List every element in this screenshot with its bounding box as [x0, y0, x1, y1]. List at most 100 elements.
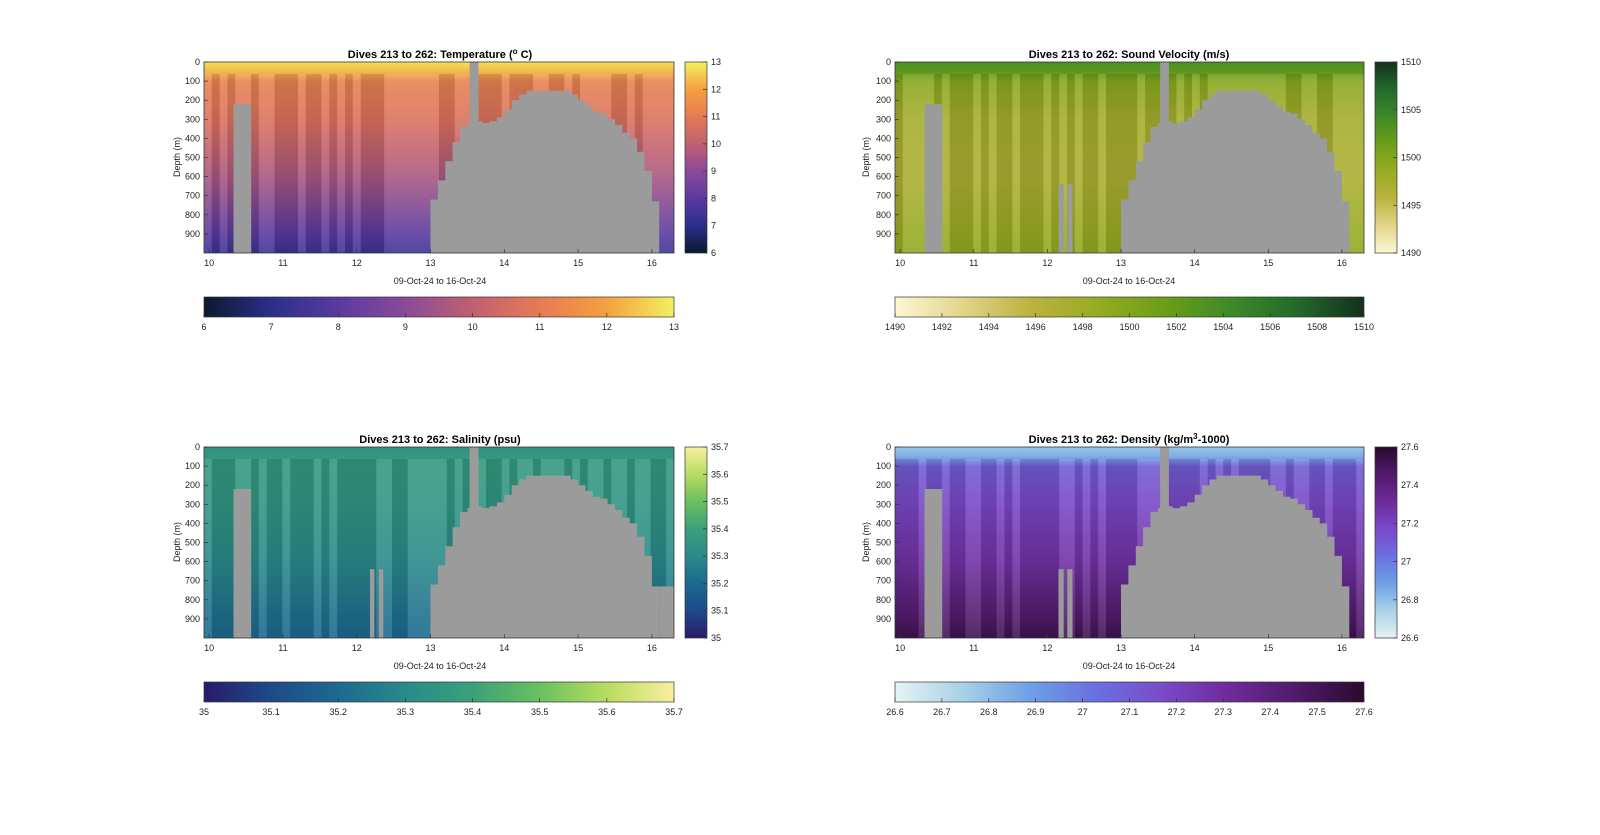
- density-colorbar-tick-label: 27: [1401, 557, 1411, 567]
- salinity-colorbar-tick-label: 35.6: [711, 469, 729, 479]
- density-colorbar-vertical: [1374, 446, 1398, 639]
- sound-velocity-nodata-column: [924, 104, 943, 253]
- sound-velocity-hbar-tick-label: 1506: [1260, 322, 1280, 332]
- temperature-colorbar-vertical: [684, 61, 708, 254]
- salinity-x-tick-label: 11: [278, 643, 287, 653]
- density-panel: Dives 213 to 262: Density (kg/m3-1000) D…: [861, 432, 1419, 717]
- salinity-panel: Dives 213 to 262: Salinity (psu) Depth (…: [172, 434, 729, 717]
- temperature-hbar-tick-label: 8: [336, 322, 341, 332]
- sound-velocity-panel: Dives 213 to 262: Sound Velocity (m/s) D…: [861, 49, 1421, 332]
- sound-velocity-x-tick-label: 12: [1042, 258, 1052, 268]
- salinity-colorbar-tick-label: 35.4: [711, 524, 729, 534]
- salinity-y-tick-label: 300: [185, 499, 200, 509]
- temperature-y-tick-label: 300: [185, 114, 200, 124]
- salinity-x-tick-label: 13: [426, 643, 436, 653]
- temperature-hbar-tick-label: 11: [535, 322, 544, 332]
- temperature-y-tick-label: 400: [185, 133, 200, 143]
- density-colorbar-tick-label: 26.8: [1401, 595, 1419, 605]
- sound-velocity-hbar-tick-label: 1492: [932, 322, 952, 332]
- sound-velocity-y-tick-label: 0: [886, 57, 891, 67]
- salinity-y-tick-label: 500: [185, 538, 200, 548]
- salinity-colorbar-horizontal: [203, 681, 675, 703]
- sound-velocity-hbar-tick-label: 1508: [1307, 322, 1327, 332]
- salinity-colorbar-vertical: [684, 446, 708, 639]
- temperature-panel: Dives 213 to 262: Temperature (o C) Dept…: [172, 47, 721, 332]
- salinity-y-tick-label: 100: [185, 461, 200, 471]
- salinity-colorbar-tick-label: 35.7: [711, 442, 729, 452]
- density-hbar-tick-label: 26.6: [886, 707, 904, 717]
- sound-velocity-y-tick-label: 900: [876, 229, 891, 239]
- temperature-hbar-tick-label: 12: [602, 322, 612, 332]
- temperature-hbar-tick-label: 7: [269, 322, 274, 332]
- salinity-nodata-column: [378, 569, 384, 638]
- temperature-colorbar-tick-label: 7: [711, 221, 716, 231]
- sound-velocity-x-tick-label: 11: [969, 258, 978, 268]
- density-nodata-column: [924, 489, 943, 638]
- sound-velocity-hbar-tick-label: 1510: [1354, 322, 1374, 332]
- sound-velocity-hbar-tick-label: 1500: [1119, 322, 1139, 332]
- salinity-nodata-column: [659, 586, 674, 638]
- sound-velocity-hbar-tick-label: 1490: [885, 322, 905, 332]
- temperature-hbar-tick-label: 9: [403, 322, 408, 332]
- density-hbar-tick-label: 26.7: [933, 707, 951, 717]
- salinity-colorbar-tick-label: 35: [711, 633, 721, 643]
- density-y-tick-label: 700: [876, 576, 891, 586]
- temperature-x-tick-label: 14: [499, 258, 509, 268]
- density-x-tick-label: 14: [1190, 643, 1200, 653]
- sound-velocity-xlabel: 09-Oct-24 to 16-Oct-24: [1083, 276, 1176, 286]
- density-y-tick-label: 800: [876, 595, 891, 605]
- density-x-tick-label: 16: [1337, 643, 1347, 653]
- temperature-y-tick-label: 700: [185, 191, 200, 201]
- sound-velocity-colorbar-tick-label: 1490: [1401, 248, 1421, 258]
- density-y-tick-label: 0: [886, 442, 891, 452]
- temperature-x-tick-label: 11: [278, 258, 287, 268]
- temperature-colorbar-horizontal: [203, 296, 675, 318]
- temperature-colorbar-tick-label: 8: [711, 193, 716, 203]
- salinity-y-tick-label: 700: [185, 576, 200, 586]
- density-x-tick-label: 15: [1263, 643, 1273, 653]
- temperature-y-tick-label: 600: [185, 172, 200, 182]
- salinity-x-tick-label: 12: [352, 643, 362, 653]
- sound-velocity-y-tick-label: 700: [876, 191, 891, 201]
- density-y-tick-label: 500: [876, 538, 891, 548]
- salinity-y-tick-label: 600: [185, 557, 200, 567]
- density-y-tick-label: 200: [876, 480, 891, 490]
- density-title: Dives 213 to 262: Density (kg/m3-1000): [1029, 432, 1230, 446]
- salinity-y-tick-label: 900: [185, 614, 200, 624]
- temperature-colorbar-tick-label: 13: [711, 57, 721, 67]
- density-hbar-tick-label: 26.8: [980, 707, 998, 717]
- salinity-xlabel: 09-Oct-24 to 16-Oct-24: [394, 661, 487, 671]
- sound-velocity-hbar-tick-label: 1496: [1026, 322, 1046, 332]
- sound-velocity-colorbar-tick-label: 1495: [1401, 200, 1421, 210]
- salinity-y-tick-label: 400: [185, 518, 200, 528]
- temperature-seafloor-mask: [430, 90, 674, 253]
- density-y-tick-label: 300: [876, 499, 891, 509]
- salinity-hbar-tick-label: 35.5: [531, 707, 549, 717]
- salinity-y-tick-label: 0: [195, 442, 200, 452]
- temperature-colorbar-tick-label: 10: [711, 139, 721, 149]
- sound-velocity-colorbar-tick-label: 1510: [1401, 57, 1421, 67]
- temperature-nodata-column: [233, 104, 252, 253]
- temperature-hbar-tick-label: 6: [201, 322, 206, 332]
- density-y-tick-label: 100: [876, 461, 891, 471]
- temperature-y-tick-label: 900: [185, 229, 200, 239]
- density-hbar-tick-label: 27: [1078, 707, 1088, 717]
- temperature-x-tick-label: 16: [647, 258, 657, 268]
- sound-velocity-hbar-tick-label: 1502: [1166, 322, 1186, 332]
- density-y-tick-label: 400: [876, 518, 891, 528]
- density-colorbar-tick-label: 27.2: [1401, 518, 1419, 528]
- temperature-colorbar-tick-label: 9: [711, 166, 716, 176]
- sound-velocity-y-tick-label: 800: [876, 210, 891, 220]
- density-nodata-column: [1058, 569, 1064, 638]
- temperature-x-tick-label: 12: [352, 258, 362, 268]
- salinity-x-tick-label: 15: [573, 643, 583, 653]
- temperature-x-tick-label: 15: [573, 258, 583, 268]
- salinity-y-tick-label: 200: [185, 480, 200, 490]
- sound-velocity-y-tick-label: 100: [876, 76, 891, 86]
- sound-velocity-y-tick-label: 500: [876, 153, 891, 163]
- temperature-x-tick-label: 13: [426, 258, 436, 268]
- sound-velocity-x-tick-label: 16: [1337, 258, 1347, 268]
- temperature-y-tick-label: 200: [185, 95, 200, 105]
- sound-velocity-colorbar-tick-label: 1500: [1401, 153, 1421, 163]
